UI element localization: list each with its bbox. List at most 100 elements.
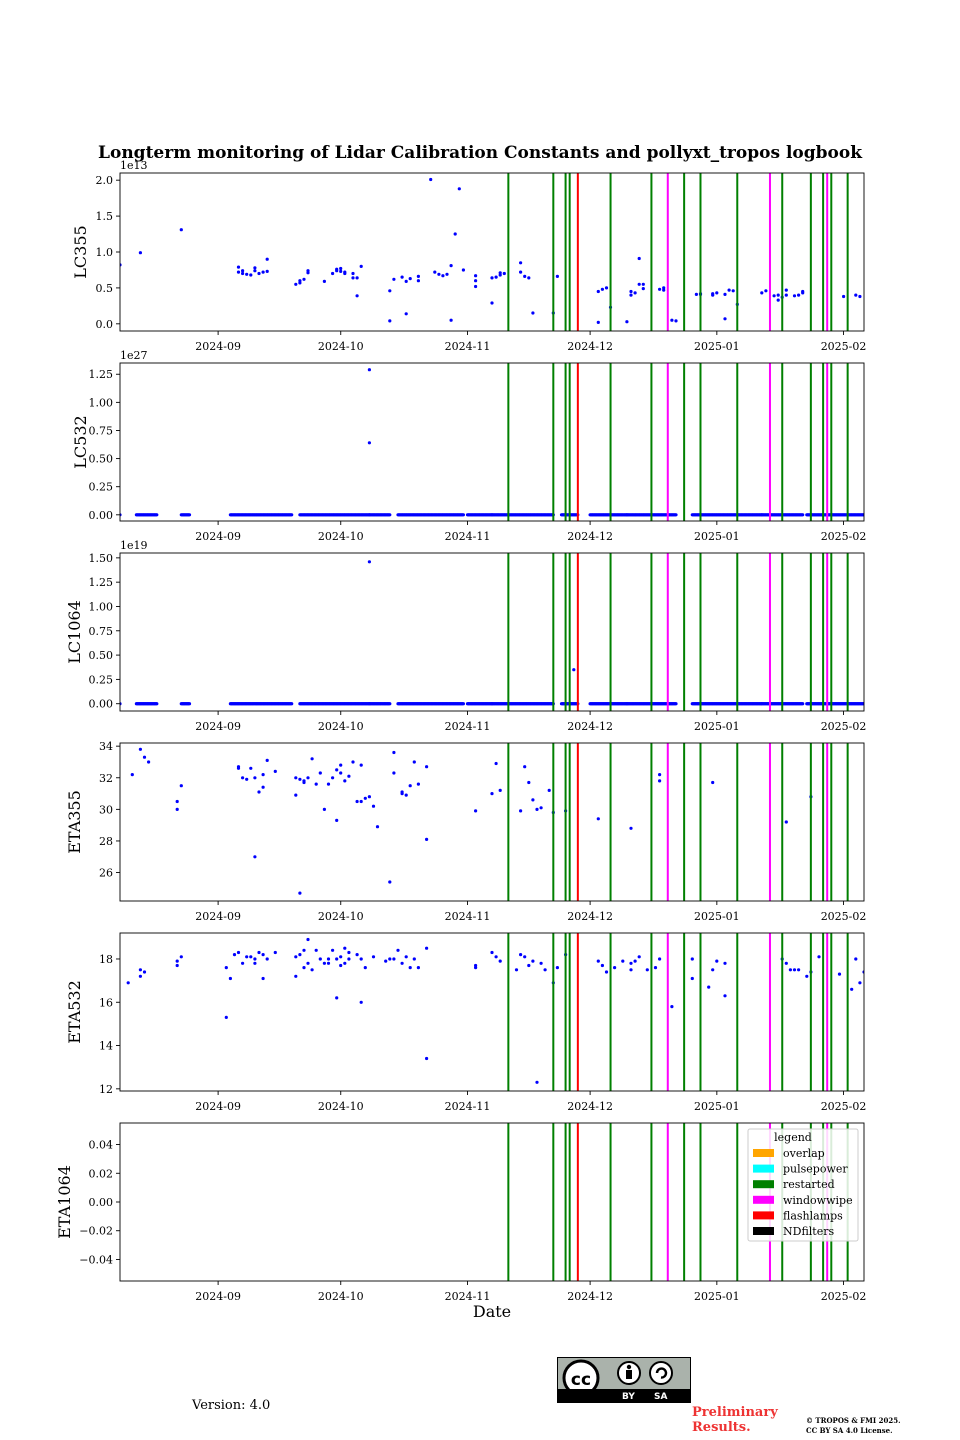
legend-entry-NDfilters: NDfilters — [783, 1225, 834, 1238]
data-point — [400, 792, 404, 796]
data-point — [801, 513, 805, 517]
data-point — [519, 270, 523, 274]
x-tick-label: 2024-09 — [195, 1290, 241, 1303]
data-point — [175, 959, 179, 963]
y-tick-label: 1.25 — [89, 576, 114, 589]
data-point — [412, 760, 416, 764]
data-point — [408, 277, 412, 281]
data-point — [690, 957, 694, 961]
y-axis-multiplier: 1e19 — [120, 539, 148, 552]
data-point — [273, 769, 277, 774]
data-point — [400, 961, 404, 965]
data-point — [613, 966, 617, 970]
data-point — [388, 880, 392, 884]
data-point — [555, 274, 560, 278]
y-tick-label: 28 — [99, 835, 113, 848]
legend-entry-windowwipe: windowwipe — [783, 1194, 853, 1207]
y-tick-label: 0.00 — [89, 1196, 114, 1209]
data-point — [322, 279, 326, 283]
data-point — [670, 318, 674, 322]
x-tick-label: 2025-02 — [821, 720, 867, 733]
y-tick-label: 0.25 — [89, 673, 114, 686]
data-point — [126, 981, 130, 985]
data-point — [408, 966, 412, 970]
data-point — [837, 972, 842, 976]
data-point — [555, 966, 560, 970]
data-point — [335, 768, 339, 772]
figure-title: Longterm monitoring of Lidar Calibration… — [98, 143, 863, 163]
y-tick-label: 0.5 — [96, 282, 114, 295]
cc-license-badge[interactable]: cc BY SA — [557, 1357, 691, 1403]
data-point — [490, 950, 494, 955]
y-tick-label: 1.0 — [96, 246, 114, 259]
svg-text:cc: cc — [571, 1370, 591, 1390]
data-point — [351, 276, 355, 280]
y-axis-label: LC1064 — [65, 600, 84, 664]
y-axis-label: ETA355 — [65, 790, 84, 854]
data-point — [236, 766, 241, 770]
data-point — [228, 976, 232, 981]
data-point — [371, 804, 376, 808]
data-point — [392, 277, 396, 281]
plot-area — [120, 363, 864, 521]
legend-box — [747, 1128, 859, 1242]
data-point — [290, 513, 294, 517]
data-point — [441, 274, 445, 278]
data-point — [355, 953, 359, 957]
data-point — [363, 796, 367, 800]
data-point — [298, 281, 302, 285]
y-tick-label: 0.04 — [89, 1139, 114, 1152]
y-tick-label: 1.00 — [89, 396, 114, 409]
data-point — [653, 966, 658, 970]
data-point — [265, 269, 269, 273]
panel-lc1064: 0.00 0.25 0.50 0.75 1.00 1.25 1.50 2024-09 2024-… — [65, 539, 866, 733]
data-point — [629, 289, 633, 294]
x-tick-label: 2024-11 — [445, 340, 491, 353]
data-point — [543, 968, 547, 972]
data-point — [367, 795, 371, 799]
data-point — [388, 513, 392, 517]
data-point — [155, 702, 159, 706]
data-point — [788, 968, 793, 972]
y-tick-label: 0.50 — [89, 453, 114, 466]
data-point — [392, 750, 396, 755]
data-point — [306, 937, 310, 942]
legend-swatch-overlap — [753, 1149, 774, 1157]
cc-sa-label: SA — [654, 1392, 668, 1402]
data-point — [690, 976, 694, 981]
data-point — [662, 286, 666, 290]
y-tick-label: 26 — [99, 867, 113, 880]
data-point — [261, 953, 265, 957]
data-point — [416, 274, 420, 278]
data-point — [310, 968, 314, 972]
x-tick-label: 2024-09 — [195, 340, 241, 353]
data-point — [241, 271, 245, 276]
data-point — [388, 957, 392, 961]
data-point — [461, 268, 465, 272]
x-tick-label: 2025-02 — [821, 910, 867, 923]
data-point — [142, 970, 147, 974]
plot-area — [126, 933, 864, 1091]
data-point — [343, 271, 347, 276]
data-point — [138, 968, 142, 972]
x-tick-label: 2024-10 — [318, 1290, 364, 1303]
data-point — [298, 953, 302, 957]
data-point — [290, 702, 294, 706]
preliminary-results-note: Preliminary Results. — [692, 1405, 778, 1435]
legend-title: legend — [774, 1131, 812, 1144]
panel-eta532: 12 14 16 18 2024-09 2024-10 2024-11 2024-12 2025… — [65, 932, 866, 1113]
data-point — [711, 968, 715, 972]
data-point — [314, 948, 318, 952]
data-point — [351, 271, 355, 276]
data-point — [801, 702, 805, 706]
data-point — [359, 264, 363, 268]
data-point — [412, 957, 416, 961]
data-point — [433, 270, 437, 274]
data-point — [494, 761, 498, 766]
axes-frame — [119, 362, 865, 522]
y-axis-label: ETA1064 — [55, 1165, 74, 1239]
legend-entry-pulsepower: pulsepower — [783, 1163, 848, 1176]
data-point — [523, 955, 527, 959]
data-point — [187, 702, 192, 706]
data-point — [294, 282, 298, 286]
